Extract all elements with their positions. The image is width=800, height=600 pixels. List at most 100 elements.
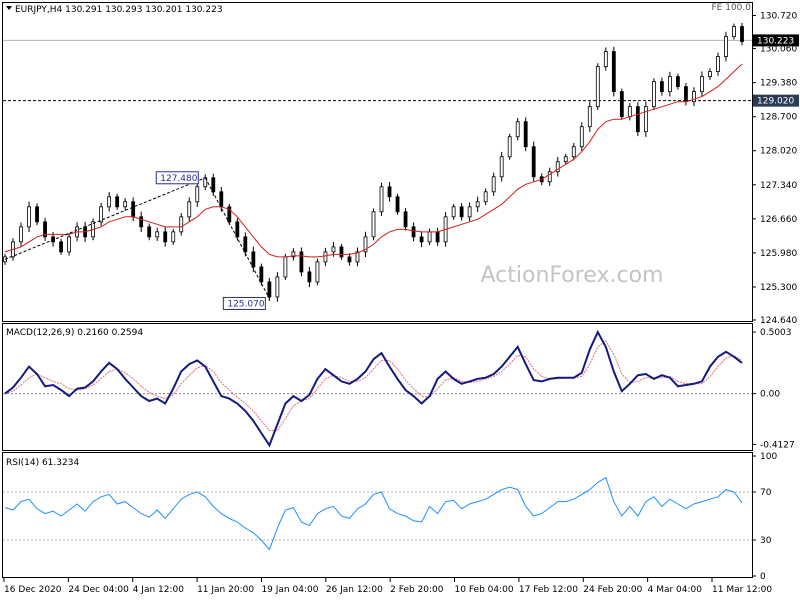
price-tick-label: 126.660 <box>760 215 797 225</box>
rsi-tick-label: 0 <box>760 572 766 582</box>
time-tick-label: 11 Jan 20:00 <box>197 585 254 595</box>
candle-body <box>523 121 528 148</box>
candle-body <box>107 196 112 208</box>
candle-body <box>403 211 408 228</box>
candle-body <box>315 261 320 283</box>
low-annotation-label: 125.070 <box>227 299 264 309</box>
candle-body <box>700 76 704 93</box>
candle-body <box>59 241 63 253</box>
time-tick-label: 4 Mar 04:00 <box>648 585 703 595</box>
moving-average-line <box>4 63 743 258</box>
candle-body <box>732 26 736 37</box>
candle-body <box>179 216 184 233</box>
candle-body <box>307 271 312 283</box>
time-tick-label: 19 Jan 04:00 <box>261 585 318 595</box>
candle-body <box>579 126 584 148</box>
candle-body <box>627 106 632 118</box>
high-annotation-label: 127.480 <box>160 174 197 184</box>
price-tick-label: 130.720 <box>760 12 797 22</box>
candle-body <box>19 226 23 243</box>
candle-body <box>435 231 440 243</box>
candle-body <box>339 246 344 258</box>
candle-body <box>387 186 392 198</box>
candle-body <box>507 136 512 158</box>
candle-body <box>716 56 720 73</box>
candle-body <box>371 211 376 238</box>
candle-body <box>219 191 224 208</box>
macd-main-line <box>4 329 743 448</box>
candle-body <box>131 201 136 218</box>
candle-body <box>35 206 39 223</box>
time-tick-label: 4 Jan 12:00 <box>133 585 185 595</box>
rsi-panel-frame <box>2 452 753 578</box>
candle-body <box>603 51 608 67</box>
time-tick-label: 24 Feb 20:00 <box>583 585 642 595</box>
price-tick-label: 128.700 <box>760 113 797 123</box>
candle-body <box>27 206 31 228</box>
candle-body <box>115 196 120 208</box>
macd-panel: MACD(12,26,9) 0.2160 0.2594 0.5003 0.00 -0… <box>3 328 795 450</box>
price-panel-title: EURJPY,H4 130.291 130.293 130.201 130.22… <box>15 5 223 15</box>
candle-body <box>195 186 200 203</box>
candle-body <box>651 81 656 108</box>
candle-body <box>619 91 624 118</box>
candle-body <box>451 206 456 218</box>
rsi-tick-label: 30 <box>760 536 772 546</box>
candle-body <box>395 196 400 213</box>
candle-body <box>291 251 296 258</box>
macd-tick-label: 0.5003 <box>760 328 792 338</box>
price-annotations: 127.480 125.070 <box>4 171 270 310</box>
macd-panel-title: MACD(12,26,9) 0.2160 0.2594 <box>6 328 143 338</box>
candle-body <box>427 231 432 243</box>
candle-body <box>635 106 640 133</box>
candle-body <box>363 236 368 253</box>
price-tick-label: 129.380 <box>760 79 797 89</box>
candle-body <box>227 206 232 223</box>
candle-body <box>531 146 536 178</box>
support-level-box <box>753 94 799 107</box>
time-tick-label: 16 Dec 2020 <box>4 585 62 595</box>
candle-body <box>659 81 664 93</box>
candle-body <box>491 176 496 193</box>
candle-body <box>684 86 688 103</box>
candle-body <box>275 276 280 298</box>
time-tick-label: 10 Feb 04:00 <box>455 585 514 595</box>
rsi-y-axis: 100 70 30 0 <box>752 452 777 582</box>
candle-body <box>379 186 384 213</box>
candle-body <box>411 226 416 238</box>
current-price-box <box>753 34 799 47</box>
candle-body <box>483 191 488 203</box>
candle-body <box>299 251 304 273</box>
time-tick-label: 17 Feb 12:00 <box>519 585 578 595</box>
candle-body <box>563 156 568 163</box>
price-reference-lines: 130.223 129.020 <box>3 34 799 107</box>
time-tick-label: 2 Feb 20:00 <box>390 585 444 595</box>
candle-body <box>267 281 272 298</box>
rsi-tick-label: 70 <box>760 488 772 498</box>
candle-body <box>67 236 71 253</box>
time-tick-label: 26 Jan 12:00 <box>326 585 383 595</box>
candle-body <box>235 221 240 238</box>
rsi-tick-label: 100 <box>760 452 777 462</box>
candle-body <box>611 51 616 93</box>
price-tick-label: 125.300 <box>760 283 797 293</box>
menu-triangle-icon[interactable] <box>6 6 12 10</box>
candle-body <box>331 246 336 253</box>
price-tick-label: 128.020 <box>760 147 797 157</box>
rsi-panel: RSI(14) 61.3234 100 70 30 0 <box>3 452 777 582</box>
fib-projection-line <box>204 177 270 299</box>
watermark: ActionForex.com <box>481 263 664 288</box>
candle-body <box>692 91 696 103</box>
candle-body <box>259 266 264 283</box>
candle-body <box>555 161 560 173</box>
candle-body <box>547 171 552 183</box>
candle-body <box>571 146 576 158</box>
candle-body <box>515 121 520 138</box>
candle-body <box>467 206 472 218</box>
rsi-level-lines <box>3 491 752 541</box>
support-level-label: 129.020 <box>757 97 794 107</box>
candle-body <box>499 156 504 178</box>
time-tick-label: 11 Mar 12:00 <box>712 585 772 595</box>
candle-body <box>643 106 648 133</box>
candle-body <box>475 201 480 208</box>
